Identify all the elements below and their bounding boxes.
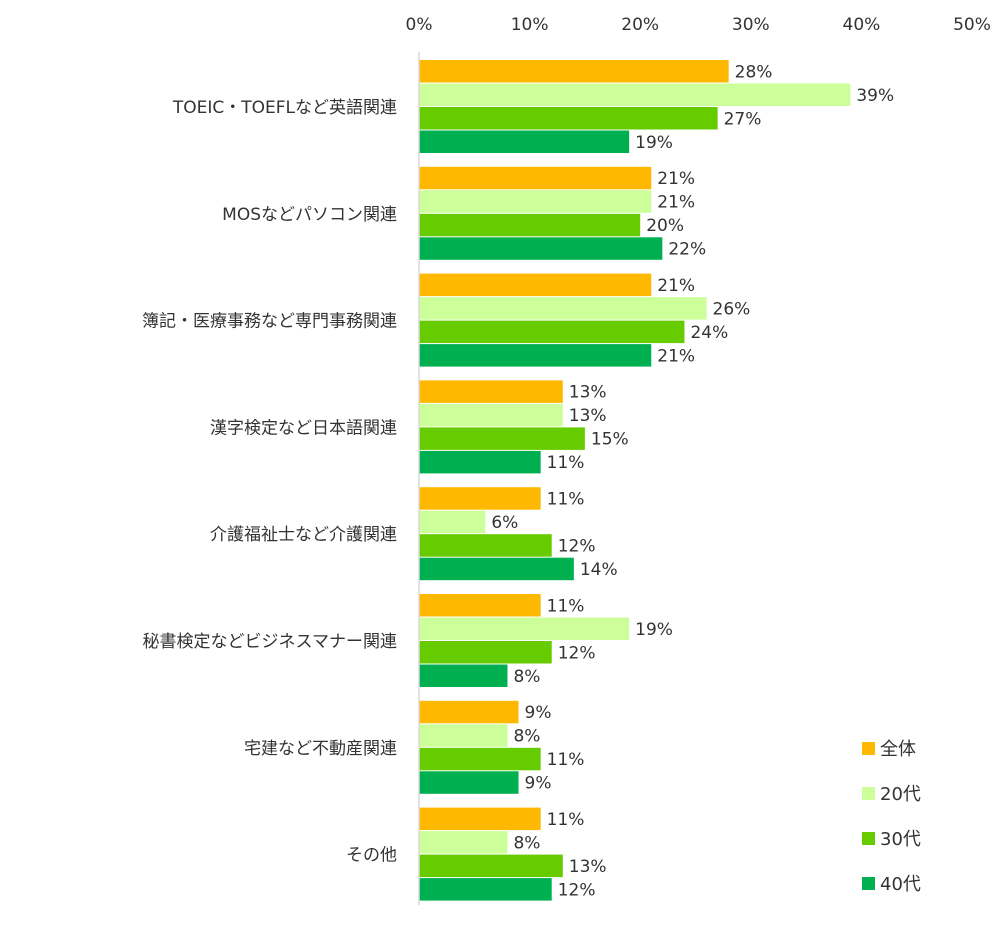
data-label: 9% — [525, 703, 552, 723]
data-label: 22% — [668, 240, 706, 260]
x-tick-label: 50% — [953, 15, 991, 35]
data-label: 19% — [635, 133, 673, 153]
bar — [419, 273, 652, 297]
category-label: MOSなどパソコン関連 — [222, 205, 397, 225]
data-label: 20% — [646, 216, 684, 236]
bar — [419, 594, 541, 617]
data-label: 21% — [657, 169, 695, 189]
bar — [419, 320, 685, 344]
data-label: 13% — [569, 383, 607, 403]
bar — [419, 771, 519, 794]
category-label: 秘書検定などビジネスマナー関連 — [143, 632, 398, 652]
category-labels: TOEIC・TOEFLなど英語関連 MOSなどパソコン関連簿記・医療事務など専門事… — [142, 98, 397, 866]
data-label: 13% — [569, 406, 607, 426]
bar — [419, 107, 718, 130]
bar — [419, 557, 574, 581]
data-label: 12% — [558, 880, 596, 900]
bar — [419, 641, 552, 664]
legend-label: 40代 — [880, 874, 921, 895]
bar — [419, 854, 563, 878]
bar — [419, 831, 508, 854]
bar — [419, 83, 851, 106]
data-labels: 28% 39% 27% 19% 21% 21% 20% 22% 21% 26% 24% 21% 13% 1… — [491, 62, 894, 900]
data-label: 11% — [547, 596, 585, 616]
bar — [419, 297, 707, 320]
x-tick-label: 30% — [732, 15, 770, 35]
data-label: 21% — [657, 193, 695, 213]
category-label: 宅建など不動産関連 — [244, 739, 397, 759]
bar — [419, 380, 563, 403]
bar — [419, 700, 519, 724]
data-label: 8% — [513, 667, 540, 687]
bar — [419, 724, 508, 747]
bar — [419, 344, 652, 367]
legend-label: 20代 — [880, 784, 921, 805]
data-label: 8% — [513, 727, 540, 747]
data-label: 8% — [513, 833, 540, 853]
bar — [419, 747, 541, 771]
legend-label: 全体 — [880, 739, 916, 760]
bar — [419, 213, 641, 237]
bar — [419, 166, 652, 190]
category-label: 漢字検定など日本語関連 — [210, 418, 397, 438]
data-label: 14% — [580, 560, 618, 580]
data-label: 24% — [690, 323, 728, 343]
x-tick-label: 20% — [621, 15, 659, 35]
bar — [419, 510, 486, 534]
legend-swatch — [862, 877, 875, 890]
bar — [419, 190, 652, 213]
data-label: 11% — [547, 489, 585, 509]
data-label: 11% — [547, 810, 585, 830]
x-tick-label: 40% — [843, 15, 881, 35]
data-label: 27% — [724, 109, 762, 129]
x-tick-label: 10% — [511, 15, 549, 35]
legend-swatch — [862, 832, 875, 845]
bar — [419, 60, 729, 83]
bar — [419, 664, 508, 687]
data-label: 15% — [591, 430, 629, 450]
category-label: 介護福祉士など介護関連 — [210, 525, 397, 545]
x-tick-label: 0% — [406, 15, 433, 35]
bars — [419, 60, 851, 901]
data-label: 6% — [491, 513, 518, 533]
data-label: 39% — [856, 86, 894, 106]
bar — [419, 403, 563, 427]
bar — [419, 807, 541, 831]
category-label: TOEIC・TOEFLなど英語関連 — [172, 98, 397, 118]
data-label: 26% — [713, 299, 751, 319]
bar — [419, 487, 541, 510]
bar — [419, 427, 585, 450]
x-axis-ticks: 0% 10% 20% 30% 40% 50% — [406, 15, 991, 35]
bar — [419, 534, 552, 557]
data-label: 13% — [569, 857, 607, 877]
legend-swatch — [862, 787, 875, 800]
category-label: その他 — [346, 846, 397, 866]
category-label: 簿記・医療事務など専門事務関連 — [142, 312, 397, 332]
bar — [419, 237, 663, 260]
data-label: 11% — [547, 453, 585, 473]
data-label: 21% — [657, 276, 695, 296]
data-label: 12% — [558, 643, 596, 663]
data-label: 11% — [547, 750, 585, 770]
data-label: 9% — [525, 774, 552, 794]
legend-label: 30代 — [880, 829, 921, 850]
bar — [419, 450, 541, 474]
bar — [419, 617, 630, 640]
bar — [419, 130, 630, 153]
legend: 全体 20代 30代 40代 — [862, 739, 921, 895]
data-label: 21% — [657, 346, 695, 366]
legend-swatch — [862, 742, 875, 755]
data-label: 12% — [558, 536, 596, 556]
bar — [419, 878, 552, 901]
data-label: 19% — [635, 620, 673, 640]
data-label: 28% — [735, 62, 773, 82]
